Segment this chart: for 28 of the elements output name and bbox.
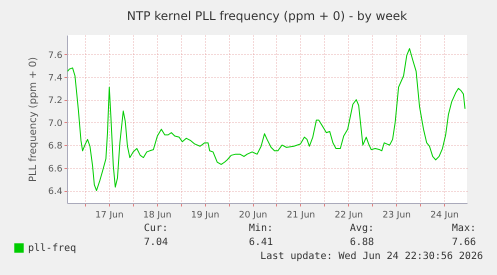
text: 7.66 [452,237,476,248]
y-axis-title: PLL frequency (ppm + 0) [28,56,40,182]
text: 6.41 [248,237,273,248]
chart-title: NTP kernel PLL frequency (ppm + 0) - by week [126,9,408,23]
y-tick-label: 7.2 [48,96,62,106]
x-tick-label: 22 Jun [334,210,363,220]
y-tick-label: 6.8 [48,142,63,152]
legend-label: pll-freq [28,243,76,254]
text: Cur: [144,223,168,234]
y-tick-label: 7.4 [48,74,63,84]
x-tick-label: 19 Jun [190,210,220,220]
y-tick-label: 6.4 [48,187,63,198]
y-tick-label: 6.6 [48,164,63,174]
x-tick-label: 18 Jun [143,210,172,220]
text: Min: [248,223,273,234]
text: 7.04 [144,237,168,248]
text: Max: [452,223,476,234]
x-tick-label: 17 Jun [95,210,124,220]
text: Last update: Wed Jun 24 22:30:56 2026 [260,251,483,262]
text: Avg: [350,223,374,234]
y-tick-label: 7.0 [48,118,63,129]
x-tick-label: 23 Jun [382,210,411,220]
y-tick-label: 7.6 [48,50,63,61]
x-tick-label: 21 Jun [286,210,316,220]
x-tick-label: 24 Jun [430,210,459,220]
x-tick-label: 20 Jun [238,210,268,220]
line-series [67,48,466,192]
text: 6.88 [350,237,374,248]
